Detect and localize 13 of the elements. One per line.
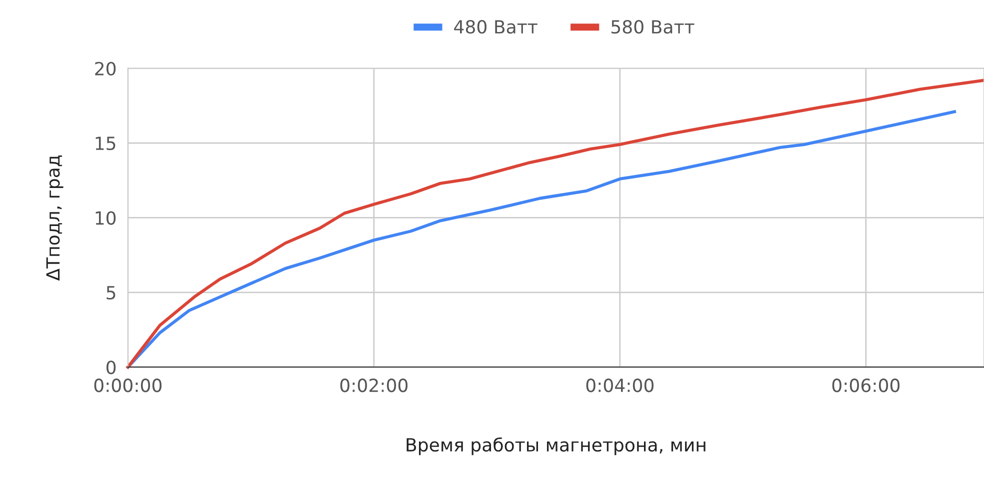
x-tick-label: 0:02:00 [340, 378, 408, 392]
x-tick-label: 0:06:00 [832, 378, 900, 392]
x-tick-label: 0:04:00 [586, 378, 654, 392]
y-tick-label: 5 [106, 286, 116, 300]
y-tick-label: 15 [96, 136, 116, 150]
y-tick-label: 0 [106, 360, 116, 374]
y-axis-title: ΔTподл, град [46, 156, 64, 281]
x-tick-label: 0:00:00 [94, 378, 162, 392]
legend-label: 580 Ватт [612, 20, 694, 34]
y-tick-label: 20 [95, 62, 116, 76]
legend-label: 480 Ватт [454, 20, 538, 34]
x-axis-title: Время работы магнетрона, мин [406, 437, 706, 456]
y-tick-label: 10 [96, 211, 116, 225]
